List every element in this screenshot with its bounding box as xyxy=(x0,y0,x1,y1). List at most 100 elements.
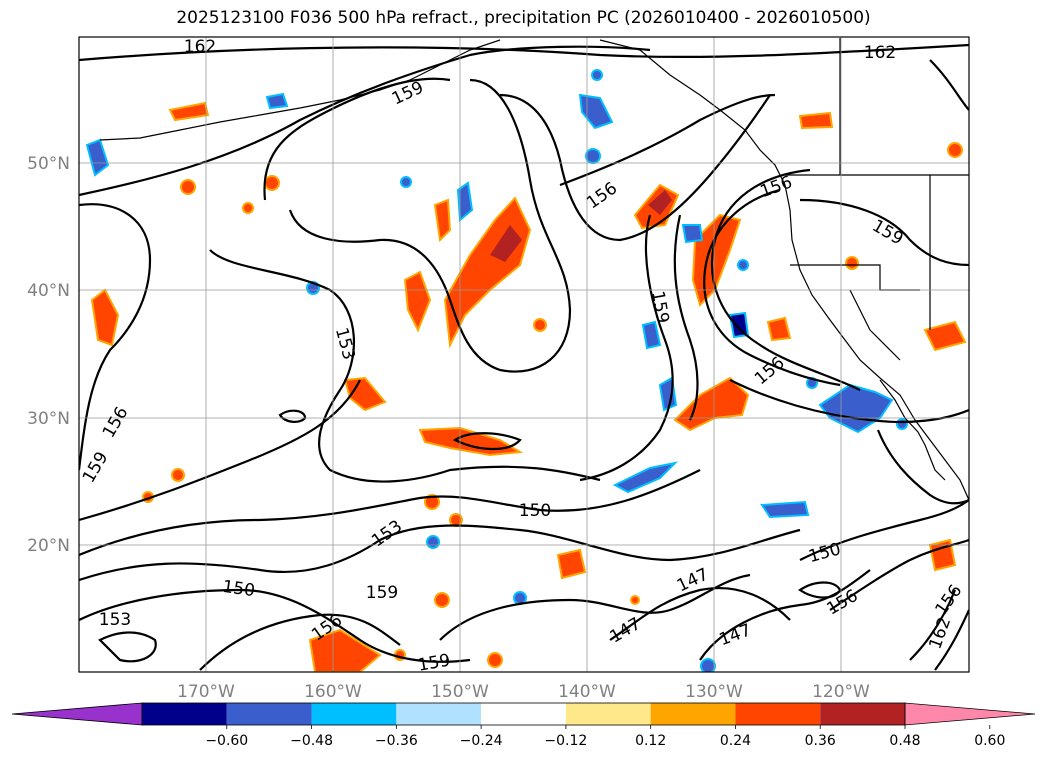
precip-positive-spot xyxy=(533,318,547,332)
contour-line xyxy=(703,188,841,387)
contour-label: 150 xyxy=(519,501,551,521)
precip-positive-area xyxy=(673,376,750,432)
precip-positive-spot xyxy=(264,175,280,191)
precip-negative-area xyxy=(265,92,289,110)
precip-positive-spot xyxy=(630,595,640,605)
colorbar-tick-label: 0.60 xyxy=(974,733,1005,749)
contour-line xyxy=(609,586,791,641)
graticule xyxy=(79,37,969,672)
coastline-north-america xyxy=(599,39,969,501)
precip-positive-area xyxy=(556,548,587,580)
precip-positive-spot xyxy=(180,179,196,195)
precip-positive-area xyxy=(766,316,792,342)
precip-negative-area xyxy=(728,311,750,339)
precip-negative-area xyxy=(456,181,474,223)
state-border xyxy=(849,289,901,361)
contour-line xyxy=(909,589,957,661)
lon-label: 120°W xyxy=(812,682,870,702)
colorbar-segment xyxy=(650,703,736,725)
colorbar-segment xyxy=(820,703,905,725)
colorbar-segment xyxy=(311,703,397,725)
coastline-baja xyxy=(879,379,946,481)
contour-line xyxy=(799,198,969,267)
precip-positive-spot xyxy=(947,142,963,158)
colorbar-tick-label: −0.12 xyxy=(544,733,587,749)
colorbar-segment xyxy=(142,703,227,725)
precip-positive-spot xyxy=(424,494,440,510)
contour-line xyxy=(559,93,776,187)
colorbar-tick-label: 0.48 xyxy=(889,733,920,749)
colorbar-tick-label: 0.24 xyxy=(720,733,751,749)
contour-line xyxy=(263,77,451,201)
precip-positive-spot xyxy=(171,468,185,482)
plot-frame xyxy=(78,36,970,673)
precip-positive-area xyxy=(798,111,834,130)
precip-negative-spot xyxy=(737,259,749,271)
precip-positive-spot xyxy=(242,202,254,214)
precip-negative-spot xyxy=(591,69,603,81)
contour-line xyxy=(79,469,701,557)
contour-line xyxy=(439,573,751,641)
contour-line xyxy=(79,203,152,471)
contour-line xyxy=(673,214,699,421)
map-title: 2025123100 F036 500 hPa refract., precip… xyxy=(176,8,871,28)
contour-line xyxy=(710,168,861,391)
precip-positive-area xyxy=(923,320,967,352)
precip-negative-area xyxy=(612,461,679,494)
contour-line xyxy=(79,379,361,522)
colorbar-tick-label: 0.36 xyxy=(805,733,836,749)
precip-positive-area xyxy=(168,101,210,122)
contour-line xyxy=(798,581,842,599)
contour-line xyxy=(452,432,522,450)
contour-line xyxy=(288,78,572,373)
precip-positive-spot xyxy=(434,592,450,608)
colorbar-tick-label: −0.36 xyxy=(375,733,418,749)
lat-label: 30°N xyxy=(27,409,70,429)
contour-line xyxy=(929,59,969,111)
colorbar-extend-low xyxy=(11,702,143,726)
precip-strong-area xyxy=(490,225,522,262)
precip-negative-spot xyxy=(400,176,412,188)
lon-labels: 170°W 160°W 150°W 140°W 130°W 120°W xyxy=(177,682,870,702)
precip-positive-area xyxy=(308,628,382,672)
precip-negative-spot xyxy=(700,658,716,672)
colorbar-segment xyxy=(481,703,566,725)
lon-label: 150°W xyxy=(431,682,489,702)
precip-negative-spot xyxy=(426,535,440,549)
contour-label: 159 xyxy=(416,650,451,675)
contour-line xyxy=(699,569,871,661)
precip-negative-area xyxy=(641,320,662,350)
contour-line xyxy=(579,214,674,482)
lon-label: 130°W xyxy=(685,682,743,702)
precip-positive-spot xyxy=(487,652,503,668)
colorbar-extend-high xyxy=(904,702,1036,726)
lat-label: 20°N xyxy=(27,536,70,556)
contour-line xyxy=(79,588,471,663)
precip-negative-spot xyxy=(896,418,908,430)
precip-negative-area xyxy=(681,224,704,244)
contour-line xyxy=(876,429,969,505)
plot-area xyxy=(79,37,969,672)
contour-label: 162 xyxy=(184,37,216,57)
contour-line xyxy=(934,609,969,671)
precip-positive-area xyxy=(403,270,432,333)
colorbar-outline xyxy=(141,702,906,726)
contour-label: 159 xyxy=(366,583,398,603)
colorbar-segment xyxy=(735,703,821,725)
precip-positive-spot xyxy=(845,256,859,270)
precip-negative-spot xyxy=(585,148,601,164)
colorbar-tick-label: −0.60 xyxy=(205,733,248,749)
colorbar-segment xyxy=(396,703,482,725)
precip-strong-area xyxy=(648,190,672,215)
contour-line xyxy=(79,524,801,582)
contour-line xyxy=(79,45,651,197)
precip-positive-area xyxy=(90,288,120,347)
lon-label: 140°W xyxy=(558,682,616,702)
precip-negative-area xyxy=(578,93,614,130)
precip-negative-area xyxy=(85,138,110,177)
contour-line xyxy=(799,499,969,561)
colorbar: −0.60 −0.48 −0.36 −0.24 −0.12 0.12 0.24 0.36 0.4… xyxy=(11,702,1036,749)
contour-line xyxy=(499,93,771,242)
precip-positive-area xyxy=(433,198,452,243)
